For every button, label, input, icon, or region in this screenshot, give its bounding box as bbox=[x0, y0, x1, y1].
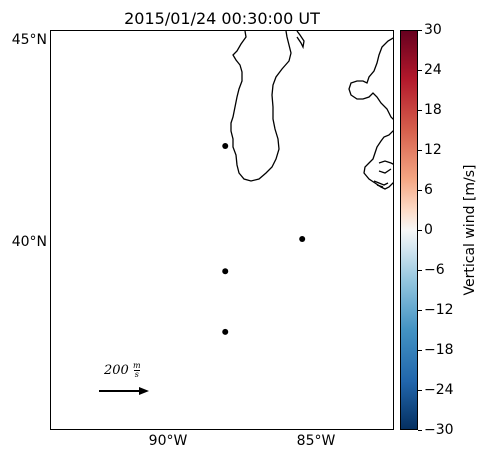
lake-huron-coastline bbox=[348, 37, 393, 120]
colorbar-tick-mark bbox=[418, 350, 422, 351]
map-panel bbox=[50, 30, 394, 430]
colorbar-tick-label: −18 bbox=[424, 342, 454, 358]
colorbar-tick-label: −24 bbox=[424, 382, 454, 398]
colorbar-tick-mark bbox=[418, 110, 422, 111]
plot-title: 2015/01/24 00:30:00 UT bbox=[124, 9, 320, 28]
colorbar-tick-mark bbox=[418, 390, 422, 391]
colorbar-tick-mark bbox=[418, 430, 422, 431]
colorbar bbox=[400, 30, 418, 430]
station-marker bbox=[299, 235, 306, 242]
colorbar-tick-mark bbox=[418, 30, 422, 31]
lon-label-90w: 90°W bbox=[148, 433, 188, 449]
lon-label-85w: 85°W bbox=[296, 433, 336, 449]
colorbar-tick-mark bbox=[418, 230, 422, 231]
station-marker bbox=[222, 268, 229, 275]
colorbar-tick-label: 18 bbox=[424, 102, 442, 118]
station-marker bbox=[222, 328, 229, 335]
colorbar-tick-mark bbox=[418, 70, 422, 71]
colorbar-tick-label: 24 bbox=[424, 62, 442, 78]
lake-erie-shore bbox=[373, 180, 389, 188]
wind-scale-unit: m s bbox=[132, 361, 141, 379]
colorbar-tick-label: 12 bbox=[424, 142, 442, 158]
lake-michigan-east-shore bbox=[296, 31, 305, 50]
map-canvas bbox=[99, 31, 393, 395]
colorbar-tick-mark bbox=[418, 310, 422, 311]
colorbar-tick-label: −6 bbox=[424, 262, 445, 278]
wind-scale-label: 200 m s bbox=[104, 362, 141, 379]
colorbar-tick-label: −12 bbox=[424, 302, 454, 318]
colorbar-tick-label: 0 bbox=[424, 222, 433, 238]
colorbar-title: Vertical wind [m/s] bbox=[462, 164, 478, 296]
wind-scale-value: 200 bbox=[104, 363, 129, 378]
lake-michigan-coastline bbox=[230, 31, 292, 182]
colorbar-tick-label: −30 bbox=[424, 422, 454, 438]
colorbar-tick-label: 30 bbox=[424, 22, 442, 38]
colorbar-tick-mark bbox=[418, 190, 422, 191]
colorbar-tick-mark bbox=[418, 150, 422, 151]
colorbar-tick-label: 6 bbox=[424, 182, 433, 198]
lat-label-40: 40°N bbox=[11, 234, 47, 250]
lake-stclair-shore bbox=[378, 160, 393, 174]
saginaw-bay-coastline bbox=[363, 130, 393, 190]
lat-label-45: 45°N bbox=[11, 32, 47, 48]
wind-scale-arrow bbox=[99, 387, 149, 395]
colorbar-tick-mark bbox=[418, 270, 422, 271]
station-marker bbox=[222, 143, 229, 150]
